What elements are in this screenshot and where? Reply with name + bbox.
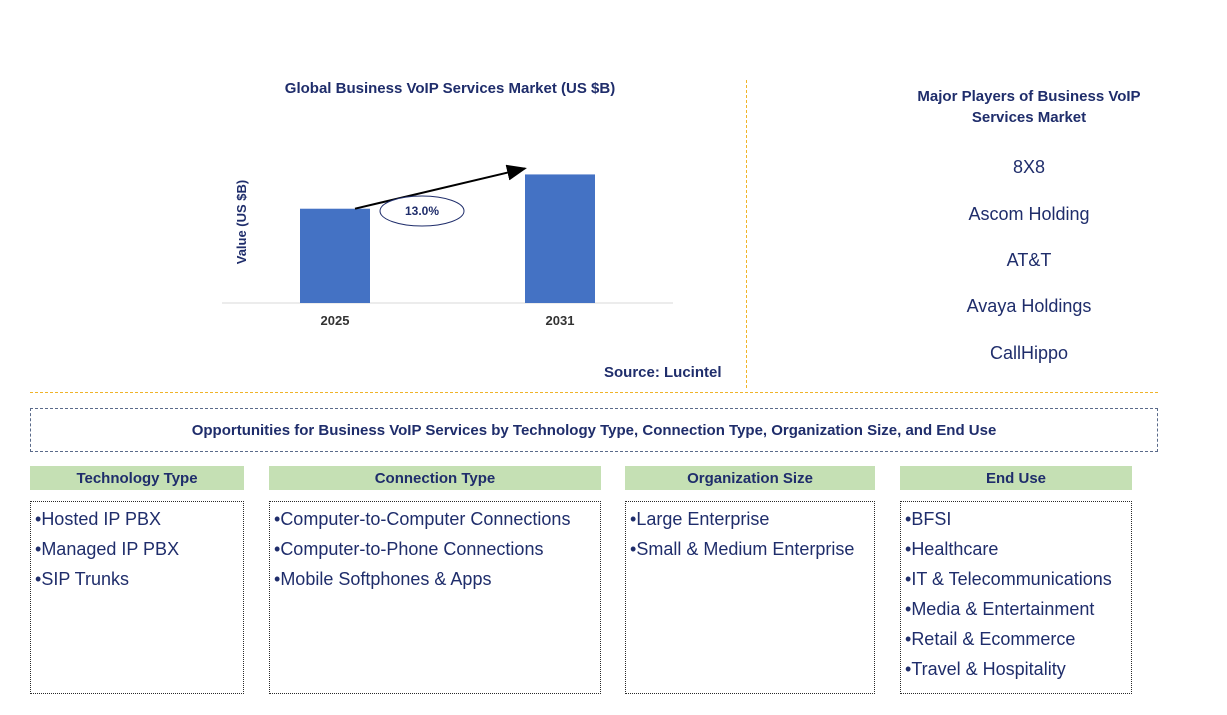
player-item: AT&T <box>1006 250 1052 270</box>
category-list-end-use: BFSI Healthcare IT & Telecommunications … <box>900 501 1132 694</box>
list-item: Retail & Ecommerce <box>905 624 1131 654</box>
opportunities-title: Opportunities for Business VoIP Services… <box>30 408 1158 452</box>
chart-title: Global Business VoIP Services Market (US… <box>284 80 616 97</box>
list-item: BFSI <box>905 504 1131 534</box>
list-item: Hosted IP PBX <box>35 504 243 534</box>
list-item: SIP Trunks <box>35 564 243 594</box>
player-item: CallHippo <box>989 343 1069 363</box>
players-title: Major Players of Business VoIP Services … <box>917 88 1141 126</box>
horizontal-divider <box>30 392 1158 393</box>
category-list-technology-type: Hosted IP PBX Managed IP PBX SIP Trunks <box>30 501 244 694</box>
source-label: Source: Lucintel <box>604 364 722 381</box>
x-tick-label: 2025 <box>321 313 350 328</box>
list-item: Mobile Softphones & Apps <box>274 564 600 594</box>
list-item: Computer-to-Phone Connections <box>274 534 600 564</box>
bar-2025 <box>300 208 370 303</box>
x-tick-label: 2031 <box>546 313 575 328</box>
category-header-end-use: End Use <box>900 466 1132 490</box>
category-header-connection-type: Connection Type <box>269 466 601 490</box>
list-item: Managed IP PBX <box>35 534 243 564</box>
list-item: Small & Medium Enterprise <box>630 534 874 564</box>
category-header-organization-size: Organization Size <box>625 466 875 490</box>
bar-2031 <box>525 174 595 303</box>
list-item: Healthcare <box>905 534 1131 564</box>
bar-chart: Value (US $B) 2025 2031 13.0% <box>222 164 673 328</box>
vertical-divider <box>746 80 747 388</box>
category-list-connection-type: Computer-to-Computer Connections Compute… <box>269 501 601 694</box>
y-axis-label: Value (US $B) <box>234 180 249 265</box>
player-item: Ascom Holding <box>968 204 1090 224</box>
growth-arrow <box>354 164 527 210</box>
list-item: Media & Entertainment <box>905 594 1131 624</box>
list-item: Computer-to-Computer Connections <box>274 504 600 534</box>
cagr-label: 13.0% <box>405 204 439 218</box>
cagr-ellipse <box>379 195 465 227</box>
list-item: Travel & Hospitality <box>905 654 1131 684</box>
player-item: Avaya Holdings <box>966 296 1092 316</box>
category-list-organization-size: Large Enterprise Small & Medium Enterpri… <box>625 501 875 694</box>
list-item: Large Enterprise <box>630 504 874 534</box>
list-item: IT & Telecommunications <box>905 564 1131 594</box>
player-item: 8X8 <box>1012 157 1046 177</box>
category-header-technology-type: Technology Type <box>30 466 244 490</box>
